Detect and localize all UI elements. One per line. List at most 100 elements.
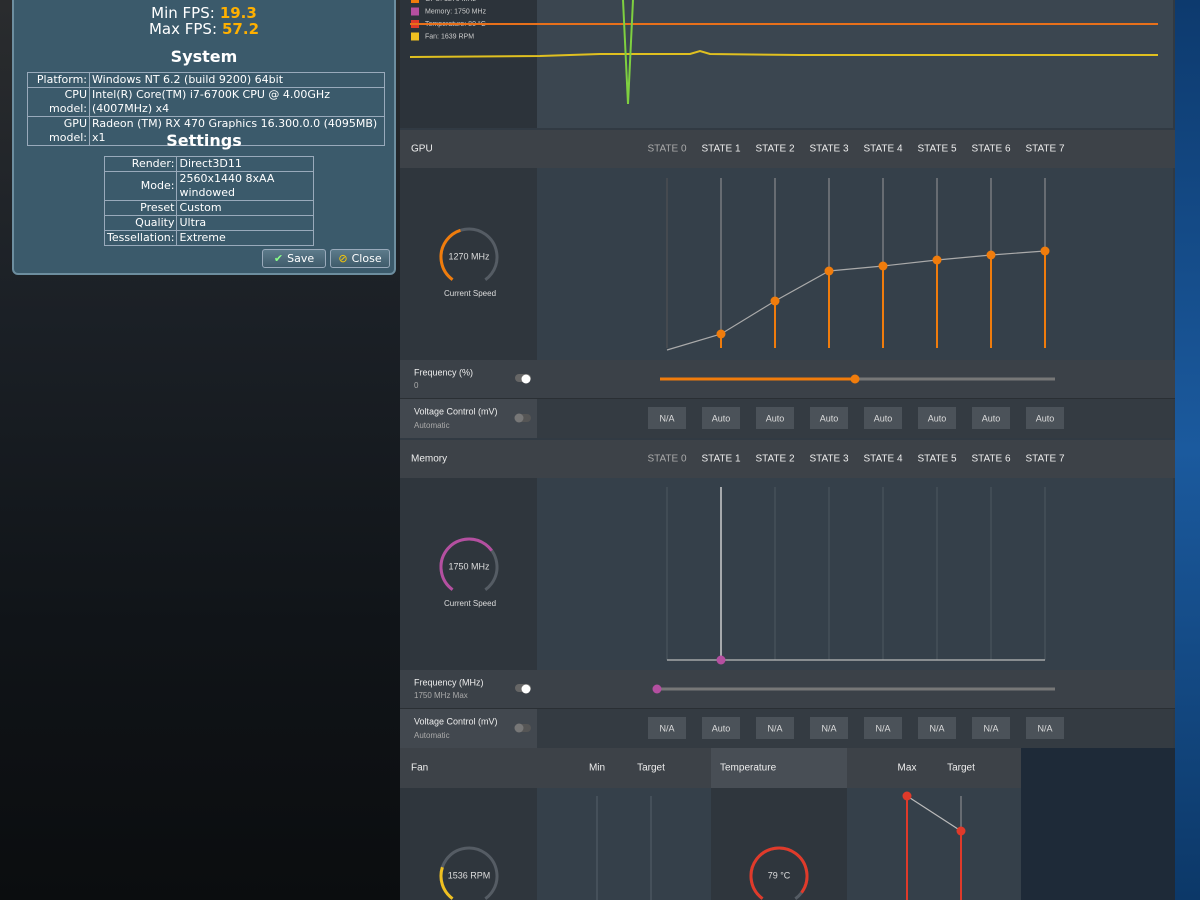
volt-row [537,399,1173,438]
volt-button[interactable] [1026,717,1064,739]
toggle-knob [514,413,524,423]
volt-button[interactable] [648,407,686,429]
volt-label-bg [400,709,537,748]
fan-graph-bg [537,788,711,900]
state-point [878,261,888,271]
temp-curve [906,795,962,832]
state-label: STATE 7 [1025,454,1065,465]
close-icon: ⊘ [338,252,348,265]
fps-label: Max FPS: [148,20,217,38]
row-value: Direct3D11 [176,156,315,172]
row-value: Radeon (TM) RX 470 Graphics 16.300.0.0 (… [89,116,385,146]
volt-button[interactable] [972,407,1010,429]
volt-value: Auto [928,413,947,423]
state-label: STATE 2 [755,454,795,465]
volt-button[interactable] [972,717,1010,739]
volt-button[interactable] [864,717,902,739]
volt-button[interactable] [702,407,740,429]
fps-value: 19.3 [219,4,257,22]
gauge-value: 1536 RPM [448,870,491,880]
divider [400,398,1175,399]
volt-value: N/A [875,723,890,733]
volt-value: Auto [712,723,731,733]
section-header [400,130,1175,168]
close-label: Close [351,252,382,265]
table-row: Preset Custom [103,200,315,216]
info-table: Render: Direct3D11 Mode: 2560x1440 8xAA win… [103,156,315,246]
fan-gauge-bg [400,788,537,900]
volt-button[interactable] [810,717,848,739]
state-label: STATE 4 [863,454,903,465]
volt-sub: Automatic [414,731,450,740]
fan-trace [409,49,1158,58]
table-row: Mode: 2560x1440 8xAA windowed [103,171,315,201]
temp-gauge-bg [711,788,847,900]
volt-button[interactable] [756,717,794,739]
temp-header [711,748,847,788]
state-label: STATE 6 [971,454,1011,465]
volt-button[interactable] [648,717,686,739]
temp-graph-bg [847,788,1021,900]
volt-label: Voltage Control (mV) [414,716,498,726]
state-point [932,255,942,265]
volt-value: Auto [982,413,1001,423]
legend-label: Memory: 1750 MHz [425,8,487,15]
row-label: GPU model: [27,116,90,146]
row-value: Extreme [176,230,315,246]
table-row: Render: Direct3D11 [103,156,315,172]
slider-knob [850,374,860,384]
table-row: GPU model: Radeon (TM) RX 470 Graphics 16… [27,116,385,146]
section-title: Temperature [720,763,777,774]
volt-button[interactable] [864,407,902,429]
legend-check [411,0,419,3]
volt-button[interactable] [918,407,956,429]
gauge-bg [400,478,537,670]
gauge-label: Current Speed [444,599,496,608]
volt-button[interactable] [918,717,956,739]
state-point [824,266,834,276]
state-point [716,655,726,665]
fps-label: Min FPS: [151,4,215,22]
legend-check [411,32,419,41]
gpu-trace [622,0,634,105]
save-label: Save [287,252,315,265]
table-row: Platform: Windows NT 6.2 (build 9200) 64b… [27,72,385,88]
volt-value: N/A [659,723,674,733]
desktop-edge [1175,0,1200,900]
toggle-knob [514,723,524,733]
save-button[interactable]: ✔ Save [262,249,326,268]
graph-bg [537,478,1173,670]
state-label: STATE 6 [971,144,1011,155]
divider [400,708,1175,709]
save-icon: ✔ [273,252,284,265]
volt-button[interactable] [702,717,740,739]
legend-check [411,7,419,16]
close-button[interactable]: ⊘ Close [330,249,390,268]
row-label: Tessellation: [103,230,178,246]
row-label: Mode: [103,171,178,201]
volt-value: N/A [821,723,836,733]
volt-value: Auto [766,413,785,423]
legend-label: GPU: 1270 MHz [425,0,476,3]
monitor-graph-bg [537,0,1173,128]
volt-sub: Automatic [414,421,450,430]
state-label: STATE 7 [1025,144,1065,155]
gauge-arc [439,537,499,597]
graph-bg [537,168,1173,360]
volt-value: N/A [767,723,782,733]
volt-button[interactable] [1026,407,1064,429]
volt-value: Auto [874,413,893,423]
gauge-arc [749,846,809,900]
volt-button[interactable] [756,407,794,429]
state-label: STATE 5 [917,144,957,155]
temp-point [956,826,966,836]
empty-area [1021,748,1175,900]
volt-button[interactable] [810,407,848,429]
results-dialog: Min FPS: 19.3 Max FPS: 57.2 System Platform: W… [12,0,396,275]
volt-value: Auto [712,413,731,423]
row-label: Render: [103,156,178,172]
freq-label: Frequency (%) [414,367,473,377]
toggle-knob [521,374,531,384]
row-value: Windows NT 6.2 (build 9200) 64bit [89,72,385,88]
